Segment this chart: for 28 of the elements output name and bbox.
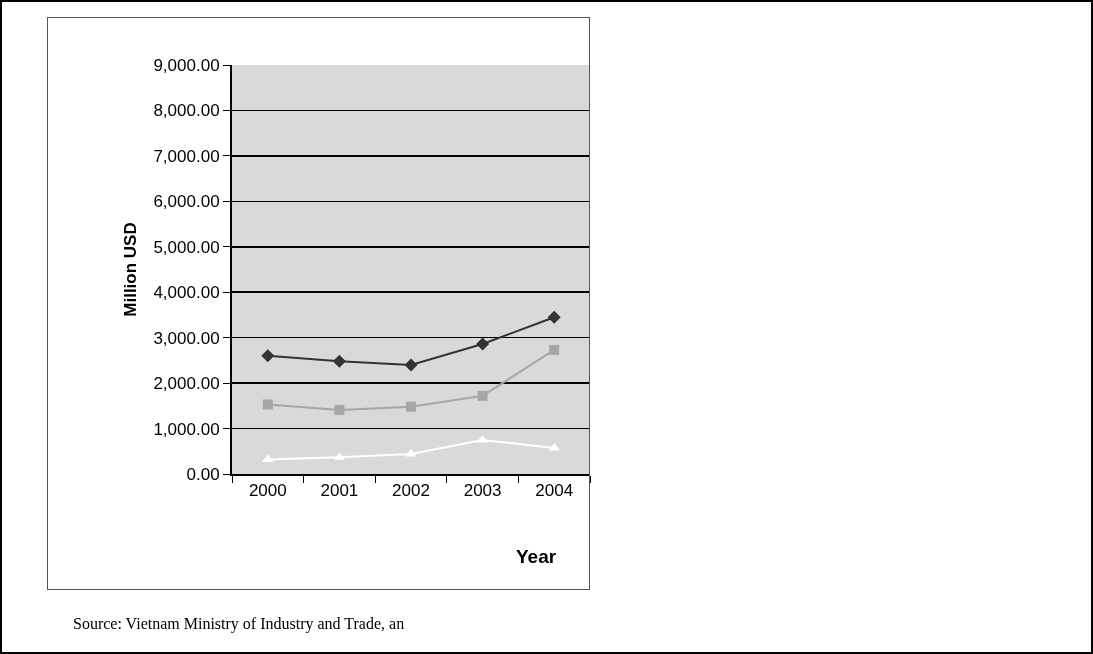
y-tick-label: 0.00 (186, 464, 220, 484)
y-tick-label: 4,000.00 (153, 283, 220, 303)
y-axis-title: Million USD (121, 222, 141, 317)
x-tick-label: 2002 (392, 481, 430, 501)
x-tick-label: 2003 (463, 481, 502, 501)
x-tick-label: 2000 (248, 481, 287, 501)
point (476, 337, 490, 351)
point (334, 404, 345, 415)
y-tick-label: 8,000.00 (153, 101, 220, 121)
x-axis-title: Year (516, 546, 557, 567)
y-tick-label: 7,000.00 (153, 146, 220, 166)
point (406, 401, 416, 412)
point (332, 354, 346, 368)
point (261, 349, 275, 363)
y-tick-label: 3,000.00 (153, 328, 220, 348)
source-note: Source: Vietnam Ministry of Industry and Trade, an (73, 615, 405, 633)
point (262, 399, 273, 410)
y-tick-label: 5,000.00 (153, 237, 220, 257)
point (549, 344, 560, 355)
x-tick-label: 2004 (535, 481, 574, 501)
point (404, 358, 418, 372)
y-tick-label: 2,000.00 (153, 374, 220, 394)
point (477, 390, 488, 401)
point (547, 310, 561, 324)
x-tick-label: 2001 (320, 481, 359, 501)
y-tick-label: 6,000.00 (153, 192, 220, 212)
y-tick-label: 1,000.00 (153, 419, 220, 439)
y-tick-label: 9,000.00 (153, 55, 220, 75)
